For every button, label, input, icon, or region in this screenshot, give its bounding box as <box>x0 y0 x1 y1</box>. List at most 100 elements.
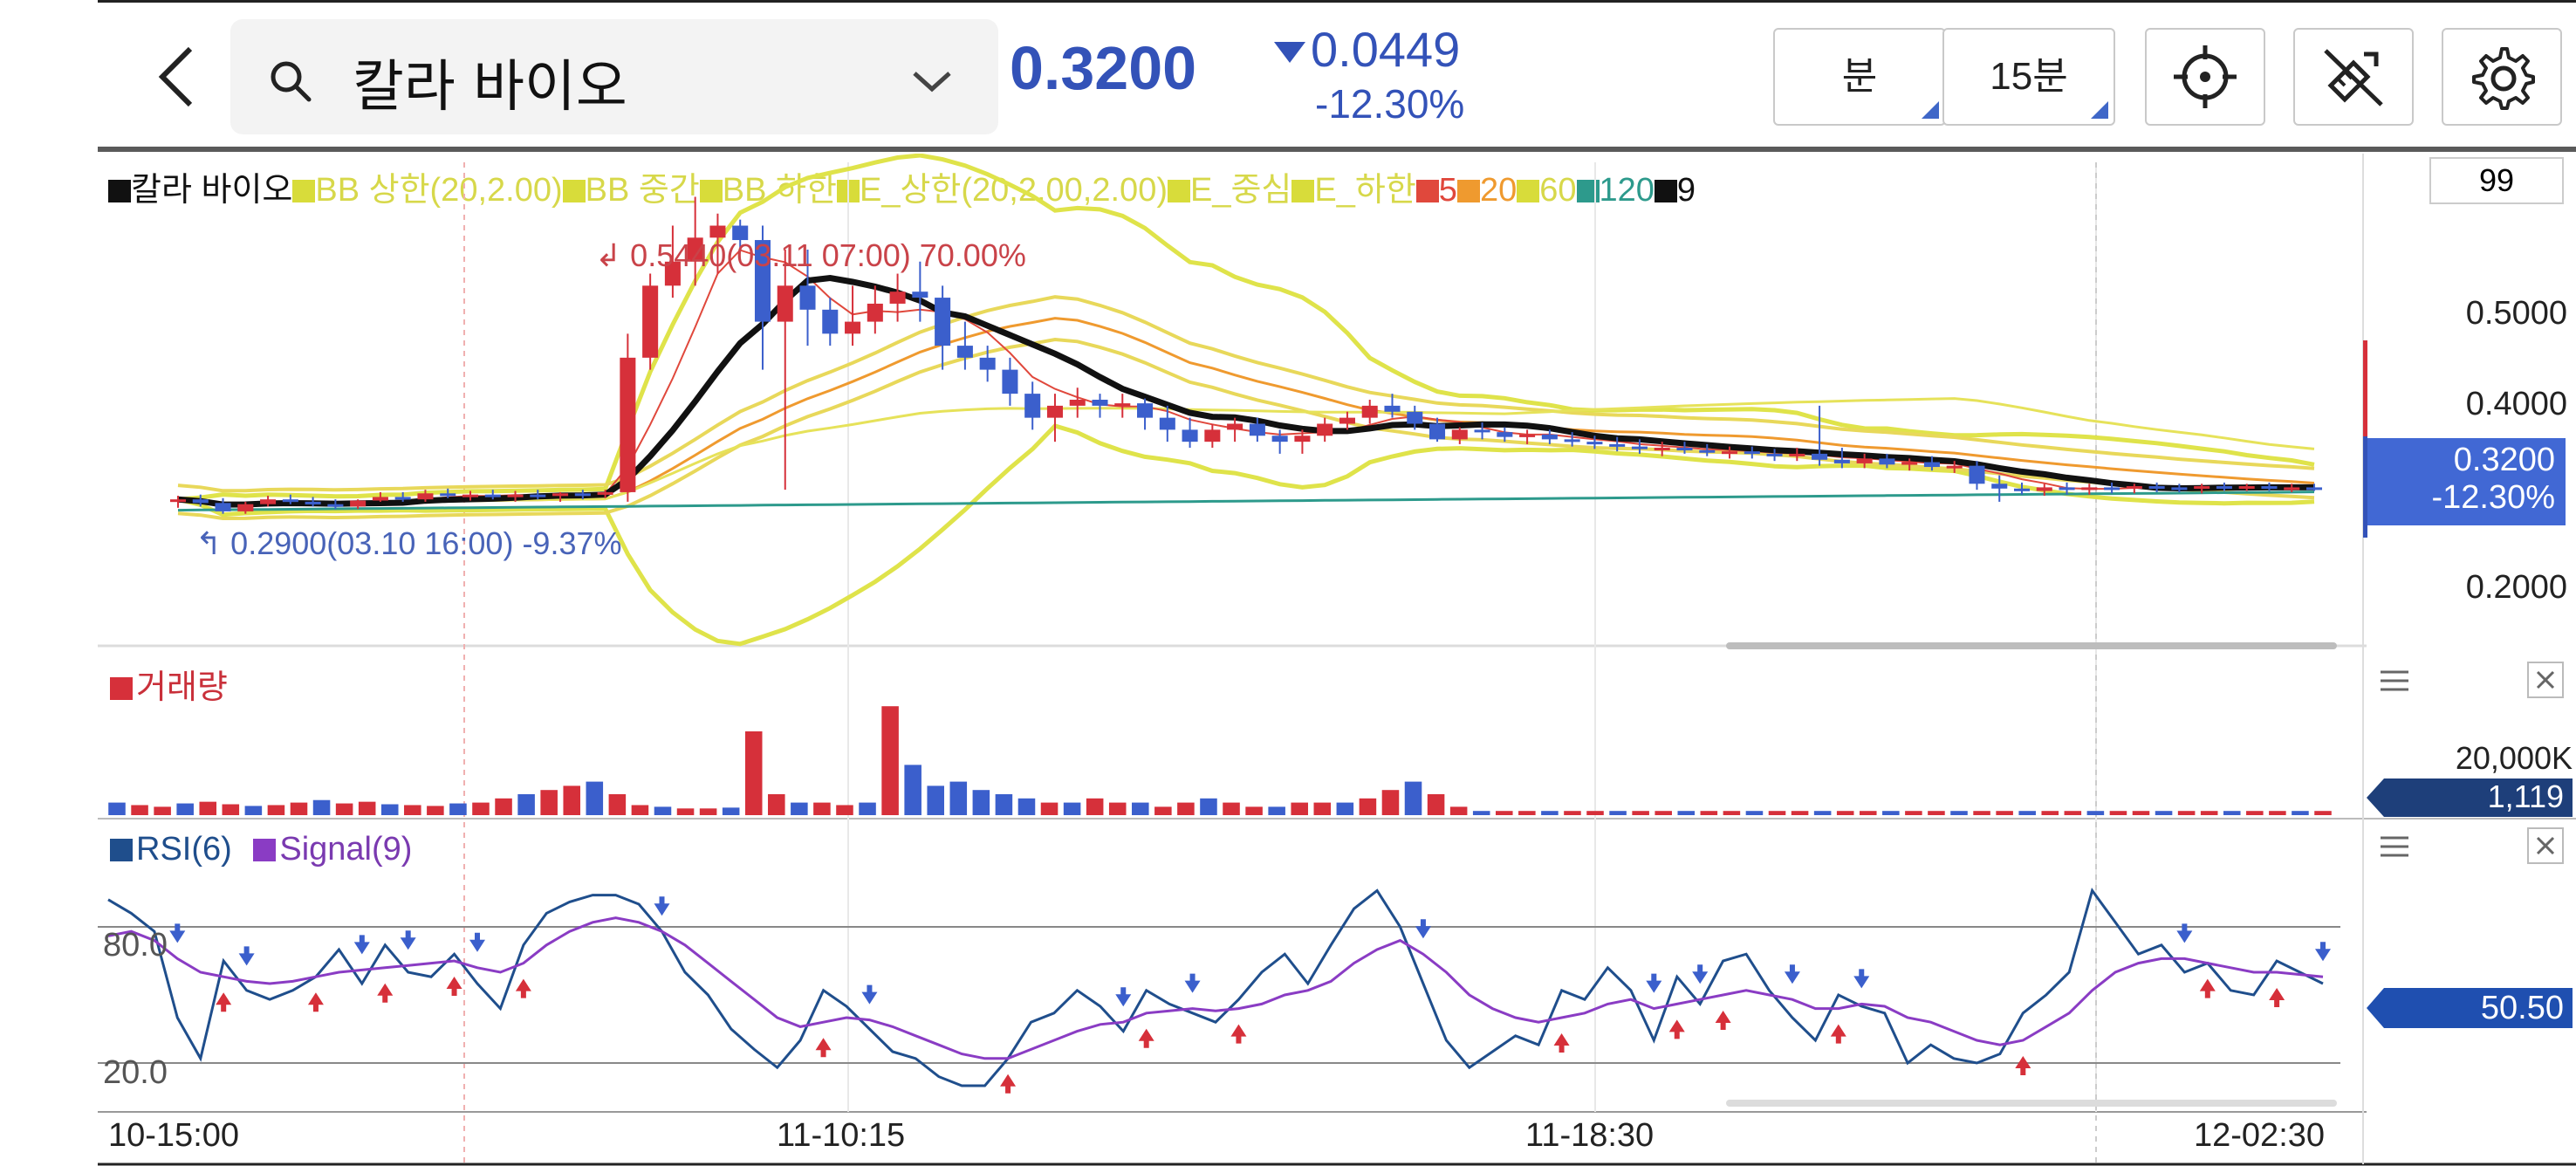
candle-body <box>687 237 703 262</box>
candle-body <box>1497 432 1513 437</box>
legend-label: E_하한 <box>1314 172 1416 209</box>
candle-body <box>2194 486 2210 490</box>
legend-item[interactable]: 5 <box>1415 172 1457 209</box>
candle-body <box>1901 462 1918 465</box>
legend-item[interactable]: 9 <box>1654 172 1696 209</box>
drawing-tools-button[interactable] <box>2293 28 2414 126</box>
candle-body <box>1384 405 1401 412</box>
legend-item[interactable]: E_하한 <box>1291 172 1416 209</box>
volume-bar <box>2109 811 2127 815</box>
candle-body <box>350 500 367 507</box>
buy-arrow-icon <box>815 1038 832 1058</box>
candle-body <box>462 494 479 497</box>
legend-swatch <box>292 180 316 202</box>
candle-body <box>867 303 883 322</box>
period-type-select[interactable]: 분 <box>1773 28 1946 126</box>
buy-arrow-icon <box>1138 1028 1154 1048</box>
legend-item[interactable]: BB 상한(20,2.00) <box>292 172 563 209</box>
current-price-tag-change: -12.30% <box>2431 479 2555 516</box>
volume-bar <box>2246 811 2264 815</box>
candle-body <box>2036 487 2052 491</box>
settings-button[interactable] <box>2442 28 2562 126</box>
candle-body <box>215 503 231 511</box>
volume-bar <box>1518 811 1536 815</box>
chevron-down-icon[interactable] <box>911 68 953 94</box>
candle-body <box>1833 459 1850 463</box>
sell-arrow-icon <box>353 935 370 955</box>
current-price: 0.3200 <box>1010 34 1197 102</box>
volume-bar <box>1882 811 1900 815</box>
volume-bar <box>1336 802 1354 815</box>
ma9-line <box>177 274 2314 508</box>
candle-body <box>1294 436 1311 442</box>
candle-body <box>1474 429 1490 433</box>
candle-body <box>777 285 793 322</box>
candle-body <box>2261 486 2278 490</box>
price-range-marker-up <box>2363 340 2367 436</box>
interval-select[interactable]: 15분 <box>1942 28 2115 126</box>
volume-bar <box>586 781 604 815</box>
high-annotation: ↲ 0.5440(03.11 07:00) 70.00% <box>595 237 1026 274</box>
price-tick: 0.2000 <box>2465 569 2567 606</box>
volume-bar <box>244 806 263 815</box>
volume-bar <box>2086 811 2105 815</box>
horizontal-scrollbar <box>1726 642 2337 649</box>
candle-body <box>1923 462 1940 468</box>
down-arrow-icon: ↲ <box>595 237 631 273</box>
legend-item[interactable]: 120 <box>1576 172 1655 209</box>
rsi-line <box>107 888 2324 1087</box>
menu-icon[interactable] <box>2377 663 2412 698</box>
candle-body <box>1586 442 1603 445</box>
candle-body <box>1969 465 1985 484</box>
candle-body <box>552 493 569 497</box>
legend-item[interactable]: 60 <box>1517 172 1577 209</box>
sell-arrow-icon <box>238 946 255 966</box>
menu-icon[interactable] <box>2377 829 2412 864</box>
candle-body <box>417 493 434 500</box>
buy-arrow-icon <box>377 983 394 1003</box>
candle-body <box>1159 417 1175 430</box>
candle-body <box>1991 484 2008 489</box>
volume-bar <box>1086 798 1104 815</box>
candle-body <box>2081 487 2098 490</box>
ma120-line <box>177 490 2315 512</box>
legend-swatch <box>1291 180 1315 202</box>
candle-body <box>642 285 659 358</box>
legend-item[interactable]: 20 <box>1456 172 1517 209</box>
candle-count-box[interactable]: 99 <box>2429 157 2564 204</box>
candle-body <box>1182 429 1198 442</box>
candle-body <box>1271 436 1288 442</box>
stock-search-box[interactable]: 칼라 바이오 <box>230 19 998 134</box>
legend-swatch <box>562 180 586 202</box>
candle-body <box>1722 451 1738 455</box>
candle-body <box>1631 446 1648 449</box>
candle-body <box>574 493 591 497</box>
close-icon[interactable] <box>2527 827 2564 864</box>
volume-bar <box>1154 806 1172 815</box>
buy-arrow-icon <box>1715 1011 1731 1030</box>
candle-body <box>1744 451 1760 455</box>
legend-item[interactable]: E_상한(20,2.00,2.00) <box>836 172 1168 209</box>
drawing-tools-off-icon <box>2324 49 2383 106</box>
volume-bar <box>1472 811 1490 815</box>
candle-body <box>956 346 973 358</box>
low-annotation: ↰ 0.2900(03.10 16:00) -9.37% <box>195 525 622 562</box>
volume-bar <box>2269 811 2286 815</box>
crosshair-button[interactable] <box>2145 28 2265 126</box>
legend-item[interactable]: BB 중간 <box>562 172 700 209</box>
volume-current-tag <box>2367 778 2573 817</box>
candle-body <box>1789 453 1805 456</box>
candle-body <box>979 357 996 370</box>
indicator-legend[interactable]: 칼라 바이오 BB 상한(20,2.00) BB 중간 BB 하한 E_상한(20,2.… <box>108 162 1696 210</box>
legend-swatch <box>108 180 131 202</box>
legend-item[interactable]: E_중심 <box>1167 172 1291 209</box>
candle-body <box>237 504 254 511</box>
volume-bar <box>1928 811 1945 815</box>
volume-bar <box>495 798 512 815</box>
chart-canvas[interactable] <box>98 154 2576 1166</box>
legend-item[interactable]: 칼라 바이오 <box>108 172 292 209</box>
volume-bar <box>1973 811 1990 815</box>
close-icon[interactable] <box>2527 662 2564 698</box>
back-icon[interactable] <box>150 42 202 112</box>
legend-label: 5 <box>1438 172 1457 209</box>
